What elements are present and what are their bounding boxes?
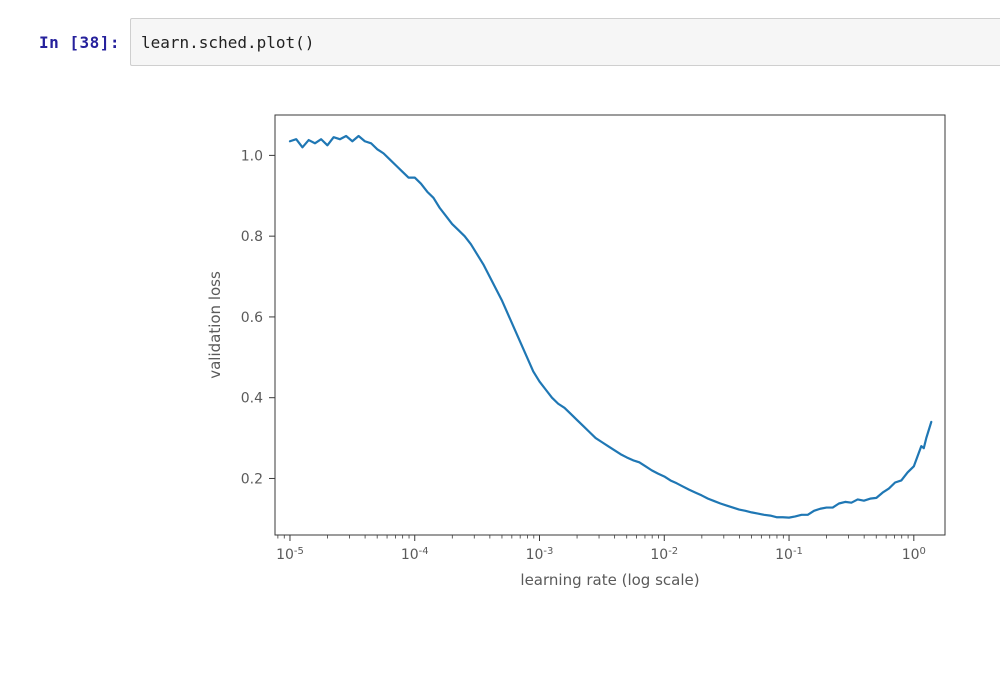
- input-prompt: In [38]:: [0, 18, 130, 66]
- y-tick-label: 1.0: [241, 148, 263, 164]
- y-tick-label: 0.8: [241, 229, 263, 245]
- code-text: learn.sched.plot(): [141, 33, 314, 52]
- x-axis-label: learning rate (log scale): [520, 571, 699, 589]
- output-chart: 10-510-410-310-210-1100learning rate (lo…: [195, 105, 975, 625]
- chart-svg: 10-510-410-310-210-1100learning rate (lo…: [195, 105, 975, 625]
- notebook-cell-row: In [38]: learn.sched.plot(): [0, 18, 1000, 66]
- code-input-cell[interactable]: learn.sched.plot(): [130, 18, 1000, 66]
- y-axis-label: validation loss: [206, 271, 224, 379]
- y-tick-label: 0.6: [241, 310, 263, 326]
- y-tick-label: 0.4: [241, 391, 263, 407]
- y-tick-label: 0.2: [241, 471, 263, 487]
